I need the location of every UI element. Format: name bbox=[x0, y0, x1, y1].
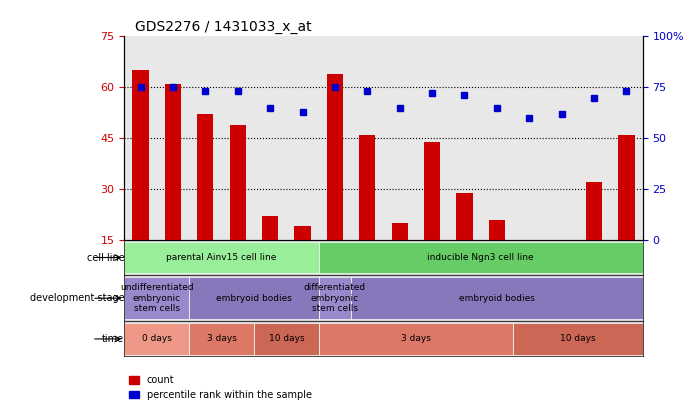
Bar bbox=[489, 220, 505, 240]
Text: cell line: cell line bbox=[86, 252, 124, 262]
Bar bbox=[294, 226, 311, 240]
Bar bbox=[229, 125, 246, 240]
Bar bbox=[553, 240, 570, 243]
Text: inducible Ngn3 cell line: inducible Ngn3 cell line bbox=[427, 253, 534, 262]
Text: undifferentiated
embryonic
stem cells: undifferentiated embryonic stem cells bbox=[120, 284, 193, 313]
Bar bbox=[165, 84, 181, 240]
FancyBboxPatch shape bbox=[189, 277, 319, 319]
Text: development stage: development stage bbox=[30, 293, 124, 303]
Legend: count, percentile rank within the sample: count, percentile rank within the sample bbox=[129, 375, 312, 400]
Text: 3 days: 3 days bbox=[207, 335, 236, 343]
Bar bbox=[197, 115, 214, 240]
Bar bbox=[521, 240, 538, 243]
FancyBboxPatch shape bbox=[254, 323, 319, 355]
FancyBboxPatch shape bbox=[319, 277, 351, 319]
Text: 10 days: 10 days bbox=[560, 335, 596, 343]
Bar bbox=[262, 216, 278, 240]
FancyBboxPatch shape bbox=[124, 323, 189, 355]
Bar bbox=[618, 135, 634, 240]
Text: 0 days: 0 days bbox=[142, 335, 171, 343]
FancyBboxPatch shape bbox=[189, 323, 254, 355]
Bar bbox=[359, 135, 375, 240]
Text: 10 days: 10 days bbox=[269, 335, 304, 343]
Text: embryoid bodies: embryoid bodies bbox=[216, 294, 292, 303]
Text: parental Ainv15 cell line: parental Ainv15 cell line bbox=[167, 253, 276, 262]
Bar bbox=[456, 192, 473, 240]
Bar bbox=[586, 182, 602, 240]
Bar bbox=[392, 223, 408, 240]
Text: differentiated
embryonic
stem cells: differentiated embryonic stem cells bbox=[304, 284, 366, 313]
FancyBboxPatch shape bbox=[513, 323, 643, 355]
Text: 3 days: 3 days bbox=[401, 335, 430, 343]
Bar bbox=[424, 142, 440, 240]
FancyBboxPatch shape bbox=[319, 242, 643, 273]
FancyBboxPatch shape bbox=[124, 242, 319, 273]
Text: time: time bbox=[102, 334, 124, 344]
Bar bbox=[327, 74, 343, 240]
Text: embryoid bodies: embryoid bodies bbox=[459, 294, 535, 303]
FancyBboxPatch shape bbox=[124, 277, 189, 319]
Bar bbox=[133, 70, 149, 240]
FancyBboxPatch shape bbox=[319, 323, 513, 355]
FancyBboxPatch shape bbox=[351, 277, 643, 319]
Text: GDS2276 / 1431033_x_at: GDS2276 / 1431033_x_at bbox=[135, 20, 312, 34]
